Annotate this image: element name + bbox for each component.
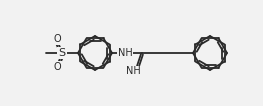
- Text: O: O: [53, 34, 61, 45]
- Text: NH: NH: [126, 66, 140, 77]
- Text: S: S: [58, 48, 65, 58]
- Text: O: O: [53, 61, 61, 72]
- Text: NH: NH: [118, 48, 132, 58]
